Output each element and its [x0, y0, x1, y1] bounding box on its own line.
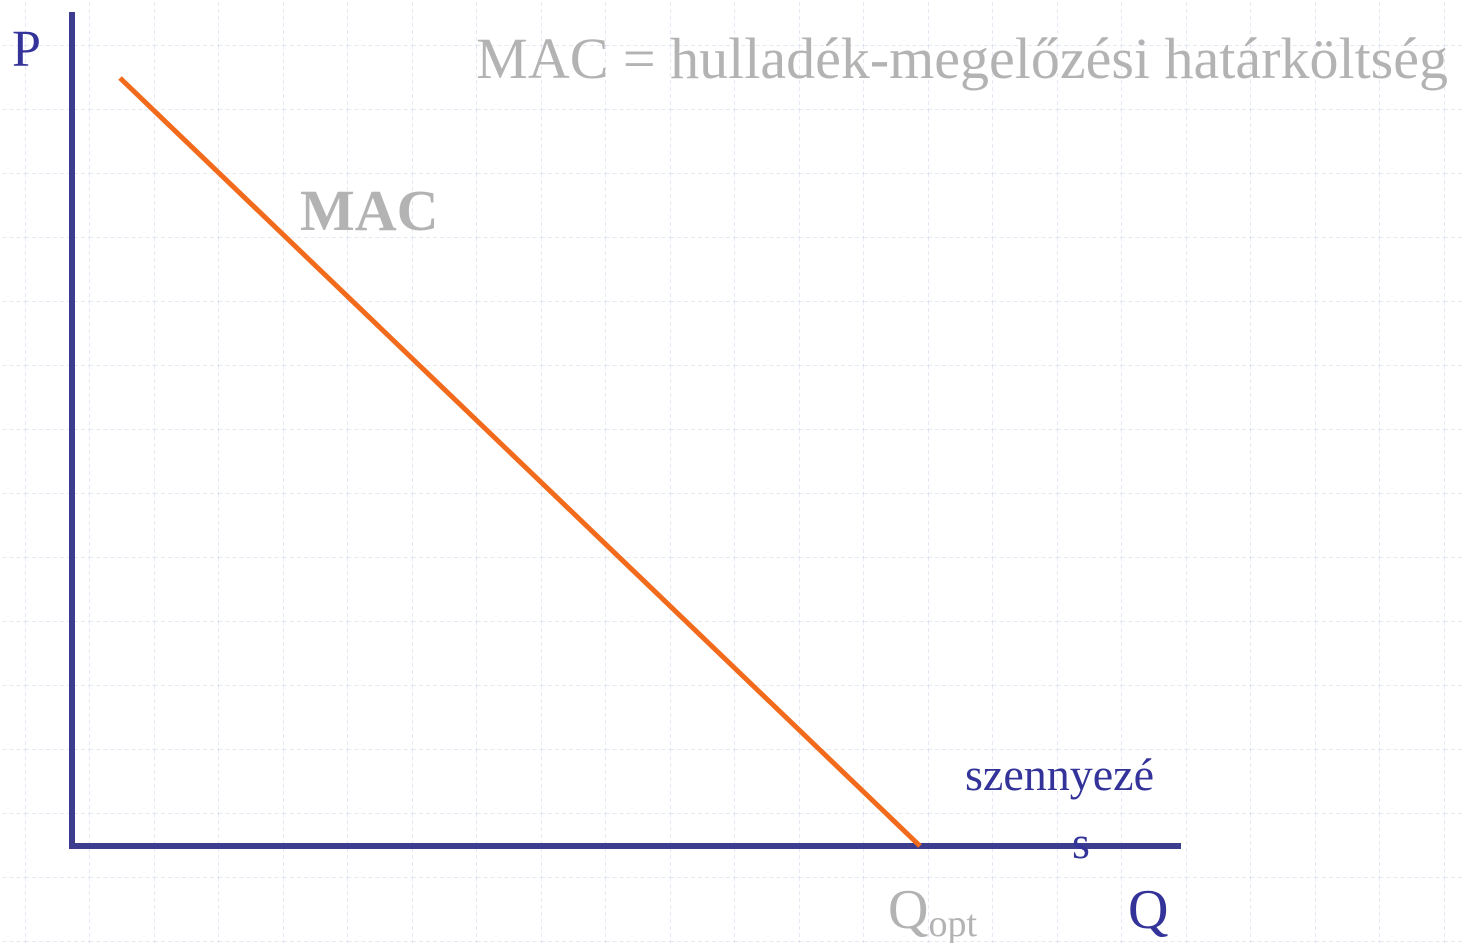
y-axis-label: P [12, 21, 41, 78]
q-opt-main: Q [888, 879, 928, 941]
q-opt-label: Qopt [888, 879, 977, 943]
q-opt-subscript: opt [928, 903, 977, 943]
x-axis-label: Q [1128, 879, 1168, 941]
mac-curve [118, 76, 922, 848]
axis-note: s [1072, 817, 1090, 868]
axis-note: szennyezé [965, 749, 1154, 800]
title: MAC = hulladék-megelőzési határköltség [476, 26, 1448, 91]
curve-label: MAC [300, 178, 439, 243]
